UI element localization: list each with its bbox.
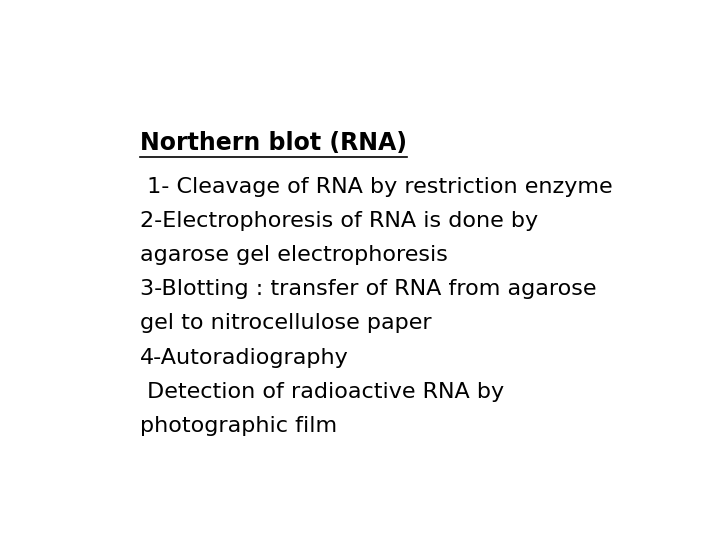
Text: agarose gel electrophoresis: agarose gel electrophoresis	[140, 245, 448, 265]
Text: 1- Cleavage of RNA by restriction enzyme: 1- Cleavage of RNA by restriction enzyme	[140, 177, 613, 197]
Text: Northern blot (RNA): Northern blot (RNA)	[140, 131, 408, 156]
Text: gel to nitrocellulose paper: gel to nitrocellulose paper	[140, 313, 432, 333]
Text: photographic film: photographic film	[140, 416, 338, 436]
Text: Detection of radioactive RNA by: Detection of radioactive RNA by	[140, 382, 504, 402]
Text: 3-Blotting : transfer of RNA from agarose: 3-Blotting : transfer of RNA from agaros…	[140, 279, 597, 299]
Text: 4-Autoradiography: 4-Autoradiography	[140, 348, 349, 368]
Text: 2-Electrophoresis of RNA is done by: 2-Electrophoresis of RNA is done by	[140, 211, 539, 231]
